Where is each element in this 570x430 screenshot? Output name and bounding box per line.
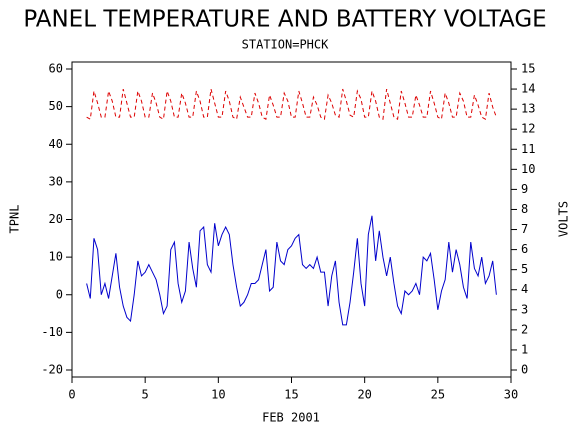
series-line (86, 88, 497, 120)
x-tick-label: 20 (357, 388, 371, 402)
y-tick-label: 0 (56, 287, 63, 301)
series-line (86, 215, 497, 326)
y2-tick-label: 8 (521, 202, 528, 216)
y-tick-label: 40 (49, 137, 63, 151)
y2-tick-label: 5 (521, 262, 528, 276)
y-tick-label: 30 (49, 174, 63, 188)
y2-tick-label: 7 (521, 222, 528, 236)
y2-axis-label: VOLTS (557, 201, 570, 237)
y-tick-label: 10 (49, 250, 63, 264)
x-tick-label: 0 (68, 388, 75, 402)
x-tick-label: 10 (211, 388, 225, 402)
y2-tick-label: 6 (521, 242, 528, 256)
x-tick-label: 5 (142, 388, 149, 402)
y2-tick-label: 3 (521, 302, 528, 316)
x-tick-label: 15 (284, 388, 298, 402)
y2-tick-label: 12 (521, 122, 535, 136)
y2-tick-label: 13 (521, 102, 535, 116)
y2-tick-label: 9 (521, 182, 528, 196)
y2-tick-label: 11 (521, 142, 535, 156)
chart-subtitle: STATION=PHCK (242, 38, 329, 52)
y-axis-label: TPNL (8, 205, 22, 234)
y2-tick-label: 0 (521, 363, 528, 377)
y2-tick-label: 2 (521, 322, 528, 336)
y-tick-label: 60 (49, 62, 63, 76)
x-tick-label: 25 (431, 388, 445, 402)
y-tick-label: -20 (41, 363, 63, 377)
y-tick-label: -10 (41, 325, 63, 339)
y2-tick-label: 15 (521, 62, 535, 76)
chart-title: PANEL TEMPERATURE AND BATTERY VOLTAGE (23, 7, 546, 33)
y2-tick-label: 4 (521, 282, 528, 296)
y2-tick-label: 14 (521, 82, 535, 96)
y-tick-label: 50 (49, 99, 63, 113)
plot-frame (71, 61, 512, 378)
y2-tick-label: 10 (521, 162, 535, 176)
y2-tick-label: 1 (521, 342, 528, 356)
x-tick-label: 30 (504, 388, 518, 402)
y-tick-label: 20 (49, 212, 63, 226)
x-axis-label: FEB 2001 (262, 411, 320, 425)
